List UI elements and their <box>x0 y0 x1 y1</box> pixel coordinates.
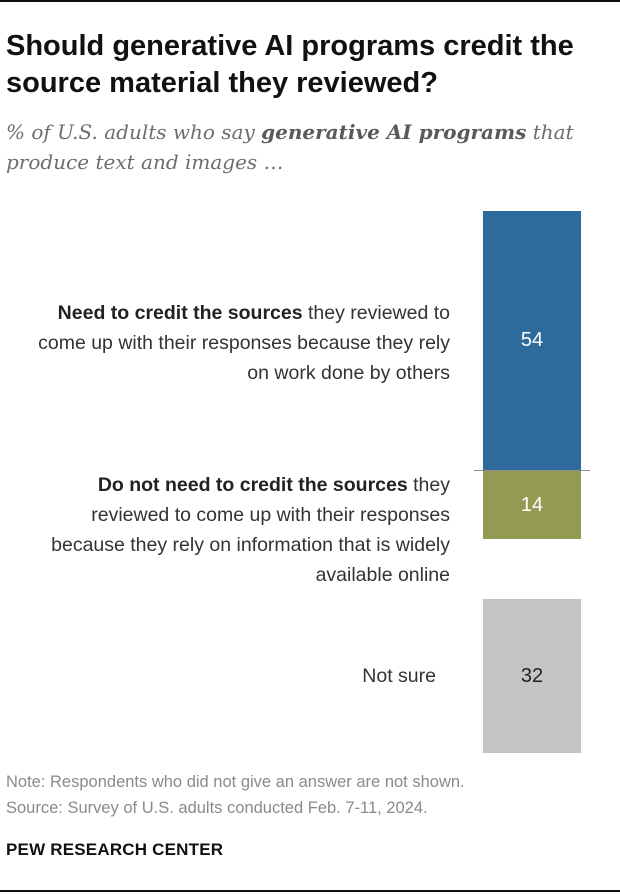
category-label-need-credit-bold: Need to credit the sources <box>57 302 303 324</box>
pew-logo-text: PEW RESEARCH CENTER <box>6 840 224 859</box>
note-text: Note: Respondents who did not give an an… <box>6 773 465 791</box>
bar-need-credit: 54 <box>483 211 581 470</box>
category-label-no-need-credit: Do not need to credit the sources they r… <box>30 470 450 590</box>
category-label-need-credit-rest: they reviewed to come up with their resp… <box>38 302 450 384</box>
top-rule <box>0 0 620 2</box>
bar-no-need-credit: 14 <box>483 471 581 539</box>
category-label-not-sure: Not sure <box>362 661 436 691</box>
value-label-not-sure: 32 <box>520 664 544 687</box>
subtitle-prefix: % of U.S. adults who say <box>6 120 262 144</box>
source-text: Source: Survey of U.S. adults conducted … <box>6 799 428 817</box>
category-label-need-credit: Need to credit the sources they reviewed… <box>30 298 450 388</box>
chart-title: Should generative AI programs credit the… <box>6 30 574 99</box>
subtitle-suffix: that produce text and images … <box>6 120 574 174</box>
category-label-not-sure-text: Not sure <box>362 665 436 687</box>
subtitle-emphasis: generative AI programs <box>261 120 527 144</box>
value-label-need-credit: 54 <box>520 329 544 351</box>
chart-subtitle: % of U.S. adults who say generative AI p… <box>6 117 606 177</box>
bottom-rule <box>0 890 620 892</box>
category-label-no-need-credit-bold: Do not need to credit the sources <box>97 474 408 496</box>
value-label-no-need-credit: 14 <box>520 493 544 516</box>
category-label-no-need-credit-rest: they reviewed to come up with their resp… <box>51 474 450 586</box>
bar-divider-line <box>474 470 590 471</box>
bar-not-sure: 32 <box>483 599 581 753</box>
